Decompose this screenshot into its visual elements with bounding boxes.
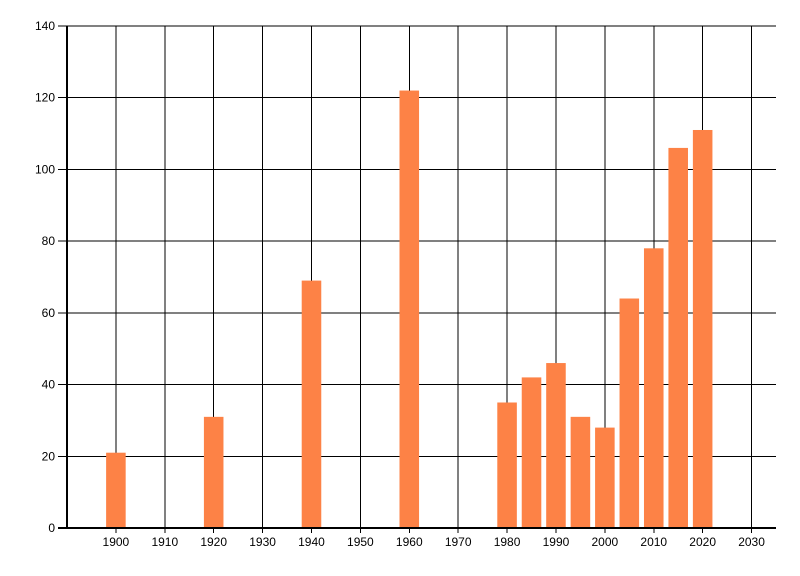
bar-2010	[643, 248, 664, 529]
y-tick-label-20: 20	[42, 449, 56, 463]
bar-2000	[595, 427, 615, 528]
y-tick-label-120: 120	[35, 91, 55, 105]
bar-1960	[399, 90, 420, 529]
x-tick-label-1990: 1990	[543, 535, 570, 549]
y-tick-label-100: 100	[35, 162, 55, 176]
bar-2020	[692, 129, 713, 528]
x-tick-label-2000: 2000	[592, 535, 619, 549]
x-tick-label-2010: 2010	[640, 535, 667, 549]
x-tick-label-1950: 1950	[347, 535, 374, 549]
bar-2015	[668, 147, 688, 528]
bar-1990	[546, 363, 566, 528]
x-tick-label-1930: 1930	[249, 535, 276, 549]
bar-1900	[106, 452, 126, 528]
x-tick-label-1960: 1960	[396, 535, 423, 549]
x-tick-label-1900: 1900	[103, 535, 130, 549]
bar-1940	[301, 280, 322, 528]
x-tick-label-2020: 2020	[689, 535, 716, 549]
x-tick-label-1980: 1980	[494, 535, 521, 549]
bar-1980	[497, 402, 517, 528]
bar-2005	[619, 298, 640, 528]
y-tick-label-60: 60	[42, 306, 56, 320]
y-tick-label-0: 0	[48, 521, 55, 535]
x-tick-label-1910: 1910	[151, 535, 178, 549]
x-tick-label-1920: 1920	[200, 535, 227, 549]
bar-1995	[570, 416, 591, 528]
y-tick-label-80: 80	[42, 234, 56, 248]
y-tick-label-40: 40	[42, 378, 56, 392]
y-tick-label-140: 140	[35, 19, 55, 33]
bar-1920	[203, 416, 224, 528]
x-tick-label-2030: 2030	[738, 535, 765, 549]
bar-1985	[521, 377, 542, 528]
x-tick-label-1970: 1970	[445, 535, 472, 549]
x-tick-label-1940: 1940	[298, 535, 325, 549]
